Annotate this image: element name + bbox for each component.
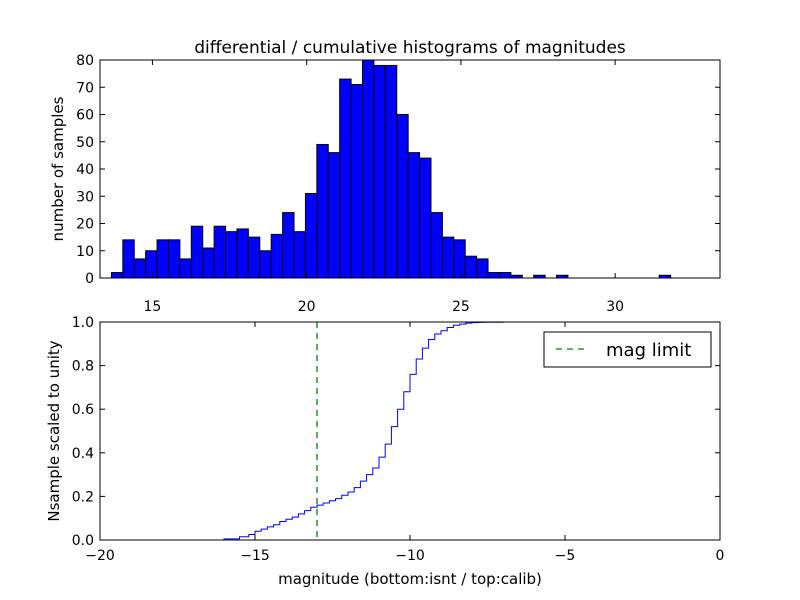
chart-title: differential / cumulative histograms of … <box>194 38 626 58</box>
histogram-bar <box>384 64 398 279</box>
top-y-axis-label: number of samples <box>49 96 67 241</box>
bottom-axis-ticks: −20 −15 −10 −5 0 0.0 0.2 0.4 0.6 0.8 1.0 <box>72 315 725 564</box>
x-tick-label: 25 <box>452 299 470 315</box>
x-tick-label: 15 <box>144 299 162 315</box>
x-tick-label: 20 <box>298 299 316 315</box>
histogram-bar <box>339 78 352 279</box>
x-tick-label: −20 <box>85 548 115 564</box>
y-tick-label: 0 <box>85 271 94 287</box>
histogram-bar <box>225 231 238 279</box>
histogram-bar <box>498 272 512 279</box>
x-tick-label: −15 <box>240 548 270 564</box>
histogram-bar <box>110 272 124 279</box>
histogram-bar <box>236 228 249 279</box>
y-tick-label: 10 <box>76 244 94 260</box>
histogram-bar <box>270 233 284 279</box>
legend: mag limit <box>543 331 712 368</box>
y-tick-label: 1.0 <box>72 315 94 331</box>
histogram-bar <box>350 84 363 279</box>
top-plot-frame <box>99 59 721 279</box>
histogram-bar <box>304 193 318 279</box>
x-tick-label: 0 <box>716 548 725 564</box>
histogram-bar <box>487 272 500 279</box>
bottom-x-axis-label: magnitude (bottom:isnt / top:calib) <box>278 570 542 588</box>
y-tick-label: 70 <box>76 80 94 96</box>
histogram-bar <box>167 239 181 279</box>
x-tick-label: −10 <box>395 548 425 564</box>
y-tick-label: 0.4 <box>72 446 94 462</box>
x-tick-label: 30 <box>606 299 624 315</box>
histogram-bar <box>156 239 169 279</box>
y-tick-label: 50 <box>76 135 94 151</box>
y-tick-label: 40 <box>76 162 94 178</box>
histogram-bar <box>407 152 421 279</box>
histogram-bar <box>202 247 215 279</box>
histogram-bar <box>190 225 204 279</box>
histogram-bar <box>430 212 443 279</box>
histogram-bar <box>259 250 272 279</box>
histogram-bar <box>464 255 478 279</box>
cumulative-lines <box>100 321 720 541</box>
histogram-bar <box>179 258 192 279</box>
histogram-bar <box>453 239 466 279</box>
cumulative-step-line <box>100 321 720 541</box>
histogram-bars <box>110 59 672 279</box>
cumulative-histogram: Nsample scaled to unity magnitude (botto… <box>45 315 724 588</box>
y-tick-label: 30 <box>76 189 94 205</box>
histogram-bar <box>373 64 386 279</box>
histogram-bar <box>293 231 306 279</box>
histogram-bar <box>282 212 295 279</box>
histogram-bar <box>327 152 341 279</box>
histogram-bar <box>476 258 489 279</box>
legend-label: mag limit <box>606 340 691 361</box>
y-tick-label: 0.0 <box>72 533 94 549</box>
y-tick-label: 20 <box>76 217 94 233</box>
histogram-bar <box>316 143 329 279</box>
differential-histogram: differential / cumulative histograms of … <box>49 38 721 315</box>
histogram-bar <box>441 236 455 279</box>
bottom-plot-frame <box>99 321 721 541</box>
histogram-bar <box>145 250 158 279</box>
histogram-bar <box>396 114 409 279</box>
y-tick-label: 0.6 <box>72 402 94 418</box>
y-tick-label: 0.8 <box>72 359 94 375</box>
bottom-y-axis-label: Nsample scaled to unity <box>45 340 63 521</box>
histogram-bar <box>361 59 375 279</box>
histogram-bar <box>213 225 227 279</box>
histogram-bar <box>247 236 261 279</box>
y-tick-label: 60 <box>76 108 94 124</box>
y-tick-label: 80 <box>76 53 94 69</box>
histogram-bar <box>122 239 135 279</box>
y-tick-label: 0.2 <box>72 489 94 505</box>
histogram-bar <box>419 157 432 279</box>
x-tick-label: −5 <box>555 548 576 564</box>
histogram-bar <box>133 258 147 279</box>
